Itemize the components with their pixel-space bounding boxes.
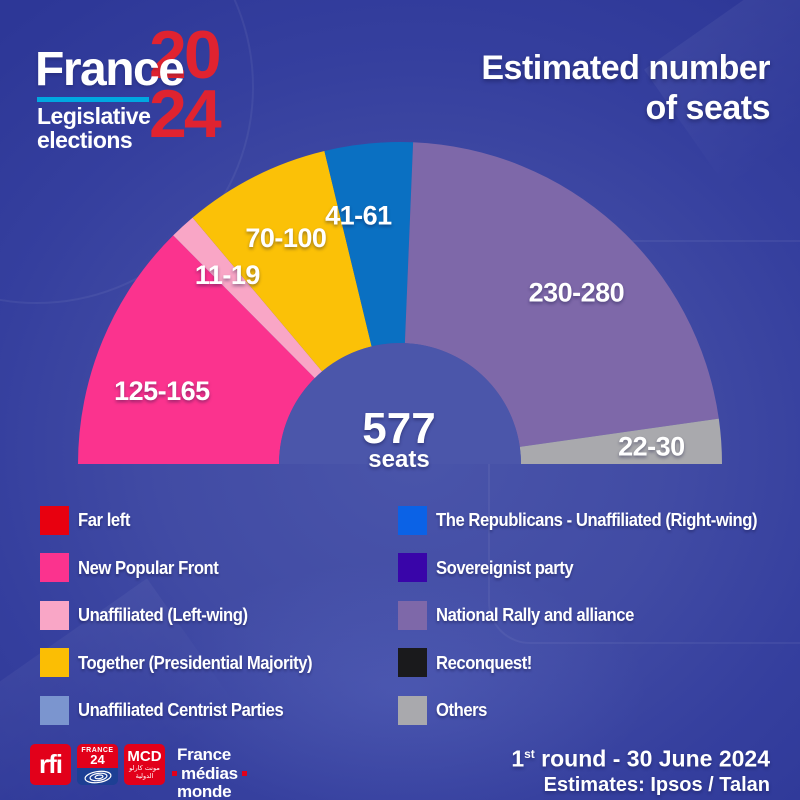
rfi-logo: rfi bbox=[30, 744, 71, 785]
legend-label: Reconquest! bbox=[436, 651, 532, 673]
segment-label-together-presidential-majority: 70-100 bbox=[245, 223, 326, 253]
legend-item-together-presidential-majority: Together (Presidential Majority) bbox=[40, 648, 338, 678]
legend-label: The Republicans - Unaffiliated (Right-wi… bbox=[436, 509, 758, 530]
legend-label: National Rally and alliance bbox=[436, 604, 634, 625]
france24-logo: FRANCE 24 bbox=[77, 744, 118, 785]
legend-item-national-rally-and-alliance: National Rally and alliance bbox=[398, 600, 793, 630]
brand-tagline-line2: elections bbox=[37, 127, 133, 153]
legend-label: New Popular Front bbox=[78, 556, 219, 578]
legend-swatch-reconquest bbox=[398, 648, 427, 677]
red-dot bbox=[172, 771, 177, 777]
brand-underline bbox=[37, 97, 149, 102]
segment-the-republicans-unaffiliated-right-wing bbox=[324, 142, 414, 347]
donut-hole bbox=[279, 343, 521, 464]
total-seats-unit: seats bbox=[368, 446, 429, 473]
fmm-line3: monde bbox=[177, 782, 232, 800]
legend-swatch-new-popular-front bbox=[40, 553, 69, 582]
segment-new-popular-front bbox=[77, 235, 315, 464]
page-title: Estimated number of seats bbox=[481, 48, 770, 128]
segment-label-new-popular-front: 125-165 bbox=[114, 376, 210, 406]
segment-unaffiliated-left-wing bbox=[173, 217, 323, 379]
legend-column-right: The Republicans - Unaffiliated (Right-wi… bbox=[398, 505, 793, 743]
legend-label: Far left bbox=[78, 509, 130, 530]
legend-item-far-left: Far left bbox=[40, 505, 338, 535]
segment-label-national-rally-and-alliance: 230-280 bbox=[529, 278, 625, 308]
mcd-logo-text: MCD bbox=[127, 748, 162, 765]
france24-logo-number: 24 bbox=[90, 752, 105, 767]
brand-name: France bbox=[35, 43, 185, 96]
segment-label-the-republicans-unaffiliated-right-wing: 41-61 bbox=[325, 201, 392, 231]
legend-item-unaffiliated-centrist-parties: Unaffiliated Centrist Parties bbox=[40, 695, 338, 725]
donut-segments bbox=[77, 142, 722, 464]
brand-tagline-line1: Legislative bbox=[37, 103, 151, 129]
segment-national-rally-and-alliance bbox=[404, 142, 719, 447]
legend-swatch-unaffiliated-left-wing bbox=[40, 600, 69, 630]
legend-label: Together (Presidential Majority) bbox=[78, 651, 313, 673]
segment-label-others: 22-30 bbox=[618, 431, 685, 461]
brand-block: 20 24 France Legislative elections bbox=[35, 21, 295, 165]
segment-label-unaffiliated-left-wing: 11-19 bbox=[195, 260, 261, 290]
footer-logos: rfi FRANCE 24 MCD مونت كارلو الدولية Fra… bbox=[30, 744, 251, 800]
legend-swatch-the-republicans-unaffiliated-right-wing bbox=[398, 505, 427, 535]
legend-swatch-others bbox=[398, 695, 427, 725]
estimates-source: Estimates: Ipsos / Talan bbox=[543, 773, 770, 796]
mcd-logo-arabic-line1: مونت كارلو bbox=[129, 764, 160, 772]
legend-item-reconquest: Reconquest! bbox=[398, 648, 793, 678]
legend-swatch-unaffiliated-centrist-parties bbox=[40, 695, 69, 725]
page-title-line2: of seats bbox=[645, 89, 771, 127]
legend-swatch-together-presidential-majority bbox=[40, 648, 69, 677]
rfi-logo-text: rfi bbox=[39, 749, 63, 779]
legend-swatch-sovereignist-party bbox=[398, 553, 427, 582]
legend-item-new-popular-front: New Popular Front bbox=[40, 553, 338, 583]
footer-note: 1st round - 30 June 2024 Estimates: Ipso… bbox=[511, 741, 770, 797]
legend-column-left: Far left New Popular Front Unaffiliated (L… bbox=[40, 505, 338, 743]
mcd-logo-arabic-line2: الدولية bbox=[135, 772, 154, 780]
legend-label: Unaffiliated (Left-wing) bbox=[78, 604, 248, 625]
legend-item-the-republicans-unaffiliated-right-wing: The Republicans - Unaffiliated (Right-wi… bbox=[398, 505, 793, 535]
brand-year-2024: 20 24 bbox=[149, 17, 222, 152]
mcd-logo: MCD مونت كارلو الدولية bbox=[124, 744, 165, 785]
red-dot bbox=[241, 771, 247, 777]
total-seats-value: 577 bbox=[362, 404, 435, 453]
legend-item-others: Others bbox=[398, 695, 793, 725]
france-medias-monde-logo: France médias monde bbox=[172, 744, 251, 800]
france24-swirl-icon bbox=[84, 770, 111, 784]
france24-logo-text: FRANCE bbox=[81, 747, 114, 754]
legend-item-sovereignist-party: Sovereignist party bbox=[398, 553, 793, 583]
fmm-line1: France bbox=[177, 745, 231, 764]
legend-label: Others bbox=[436, 699, 487, 720]
legend-swatch-far-left bbox=[40, 505, 69, 535]
fmm-line2: médias bbox=[168, 764, 251, 784]
legend-swatch-national-rally-and-alliance bbox=[398, 600, 427, 630]
round-date: 1st round - 30 June 2024 bbox=[511, 745, 770, 772]
legend-label: Unaffiliated Centrist Parties bbox=[78, 699, 284, 720]
legend-label: Sovereignist party bbox=[436, 556, 574, 578]
france24-logo-top: FRANCE 24 bbox=[77, 744, 118, 768]
legend-item-unaffiliated-left-wing: Unaffiliated (Left-wing) bbox=[40, 600, 338, 630]
segment-together-presidential-majority bbox=[192, 151, 372, 372]
page-title-line1: Estimated number bbox=[481, 49, 770, 87]
segment-others bbox=[519, 418, 722, 464]
